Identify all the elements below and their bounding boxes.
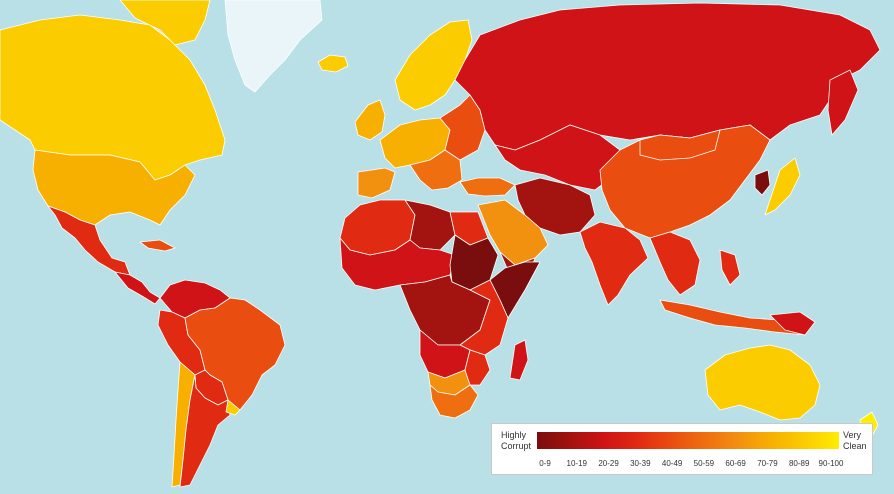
country-philippines[interactable]	[719, 249, 741, 286]
legend-tick-label: 90-100	[818, 459, 844, 468]
legend-tick-label: 80-89	[788, 459, 810, 468]
legend-high-label: Very Clean	[843, 430, 867, 452]
country-mozambique[interactable]	[464, 349, 491, 386]
legend: Highly Corrupt 0-9 10-19 20-29 30-39 40-49 50…	[491, 423, 873, 475]
country-russia[interactable]	[454, 2, 881, 151]
country-central-america[interactable]	[114, 271, 161, 305]
country-india[interactable]	[579, 221, 649, 306]
country-madagascar[interactable]	[509, 339, 529, 381]
country-uk-ireland[interactable]	[354, 99, 386, 141]
country-scandinavia[interactable]	[394, 19, 473, 111]
legend-tick-label: 30-39	[630, 459, 651, 468]
legend-tick-label: 60-69	[725, 459, 746, 468]
country-cuba[interactable]	[139, 239, 176, 252]
country-south-africa[interactable]	[429, 384, 479, 419]
country-southeast-asia[interactable]	[649, 231, 701, 296]
legend-tick-label: 0-9	[539, 459, 551, 468]
legend-ticks: 0-9 10-19 20-29 30-39 40-49 50-59 60-69 70-79 80…	[537, 459, 843, 471]
country-iberia[interactable]	[357, 167, 396, 199]
country-uruguay[interactable]	[225, 399, 241, 416]
legend-tick-label: 50-59	[693, 459, 715, 468]
legend-tick-label: 20-29	[598, 459, 619, 468]
country-arabian-peninsula[interactable]	[477, 199, 549, 266]
country-canada[interactable]	[0, 14, 226, 181]
country-italy-balkans[interactable]	[409, 149, 463, 191]
legend-low-label-line2: Corrupt	[501, 441, 532, 451]
country-papua[interactable]	[769, 311, 816, 336]
legend-tick-label: 10-19	[566, 459, 587, 468]
country-argentina[interactable]	[179, 374, 231, 488]
country-iceland[interactable]	[317, 54, 349, 73]
country-turkey[interactable]	[459, 177, 516, 197]
country-korea[interactable]	[754, 169, 771, 196]
country-japan[interactable]	[764, 157, 801, 216]
legend-low-label: Highly Corrupt	[501, 430, 531, 452]
legend-high-label-line1: Very	[843, 430, 862, 440]
legend-high-label-line2: Clean	[843, 441, 867, 451]
country-eastern-europe[interactable]	[439, 94, 486, 161]
country-greenland	[224, 0, 323, 93]
legend-tick-label: 40-49	[661, 459, 683, 468]
country-australia[interactable]	[704, 344, 821, 421]
legend-gradient-bar	[537, 432, 839, 449]
country-kamchatka[interactable]	[827, 69, 859, 136]
country-canada-arctic[interactable]	[119, 0, 211, 46]
legend-low-label-line1: Highly	[501, 430, 527, 440]
legend-tick-label: 70-79	[757, 459, 778, 468]
country-mongolia[interactable]	[639, 129, 721, 161]
